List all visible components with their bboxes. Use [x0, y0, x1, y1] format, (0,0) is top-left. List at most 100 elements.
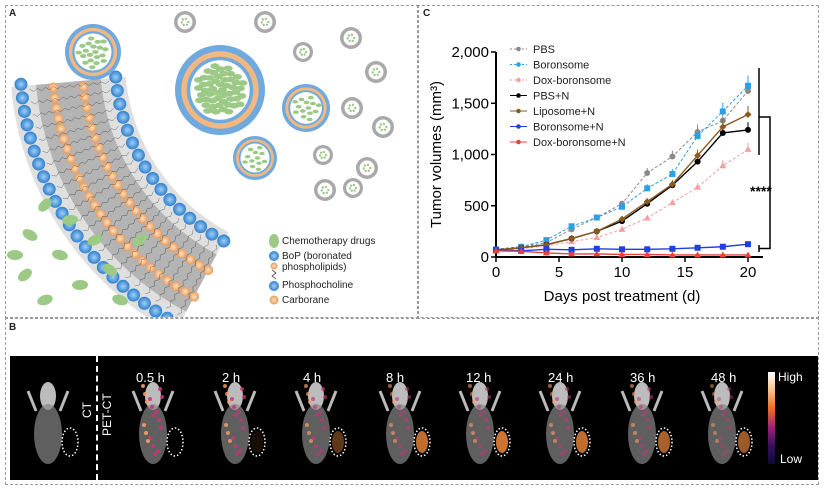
encapsulated-drug	[305, 106, 312, 110]
data-point	[694, 244, 701, 251]
encapsulated-drug	[347, 107, 350, 110]
encapsulated-drug	[237, 93, 247, 99]
pet-signal	[647, 387, 651, 391]
chemotherapy-drug	[87, 234, 103, 246]
phosphocholine-sphere	[194, 220, 208, 234]
carborane-sphere	[102, 161, 113, 172]
data-point	[669, 170, 676, 177]
data-point	[694, 183, 702, 190]
pet-signal	[237, 410, 241, 414]
encapsulated-drug	[351, 103, 355, 107]
y-tick-label: 500	[464, 198, 489, 215]
encapsulated-drug	[367, 169, 370, 172]
pet-signal	[719, 405, 723, 409]
encapsulated-drug	[346, 37, 349, 40]
data-point	[643, 214, 651, 221]
lipid-tail	[62, 160, 134, 200]
timepoint-label: 24 h	[548, 370, 574, 385]
pet-signal	[306, 392, 310, 396]
lipid-tail	[29, 80, 110, 92]
tumor-outline	[413, 427, 431, 457]
encapsulated-drug	[348, 39, 351, 43]
carborane-sphere	[101, 217, 112, 228]
encapsulated-drug	[185, 23, 188, 26]
data-point	[543, 237, 550, 244]
mouse-head	[40, 382, 56, 410]
pet-signal	[150, 405, 154, 409]
carborane-sphere	[79, 91, 90, 102]
empty-liposome-core	[177, 14, 193, 30]
chemotherapy-drug	[38, 198, 52, 212]
encapsulated-drug	[267, 20, 270, 24]
pet-signal	[479, 413, 483, 417]
pet-signal	[557, 405, 561, 409]
lipid-tail	[30, 90, 111, 105]
panel-a-label: A	[9, 8, 17, 19]
tumor-outline	[573, 427, 591, 457]
encapsulated-drug	[102, 47, 109, 52]
lipid-tail	[75, 175, 143, 221]
pet-signal	[722, 452, 726, 456]
lipid-tail	[82, 183, 149, 231]
carborane-sphere	[115, 233, 126, 244]
encapsulated-drug	[92, 50, 99, 54]
pet-signal	[562, 410, 566, 414]
pet-signal	[721, 413, 725, 417]
carborane-sphere	[180, 286, 191, 297]
pet-signal	[404, 418, 408, 422]
mouse-leg	[732, 390, 744, 412]
pet-signal	[565, 387, 569, 391]
series-line	[495, 148, 749, 252]
pet-signal	[480, 452, 484, 456]
pet-signal	[231, 436, 235, 440]
encapsulated-drug	[320, 189, 323, 192]
encapsulated-drug	[187, 20, 190, 24]
mouse-leg	[163, 390, 175, 412]
empty-liposome-core	[257, 14, 273, 30]
data-point	[694, 158, 701, 165]
encapsulated-drug	[382, 122, 386, 126]
encapsulated-drug	[264, 17, 268, 21]
pet-signal	[305, 423, 309, 427]
x-tick-label: 15	[677, 264, 694, 281]
phosphocholine-sphere	[116, 279, 130, 293]
encapsulated-drug	[379, 123, 383, 126]
encapsulated-drug	[180, 21, 183, 24]
carborane-sphere	[62, 143, 73, 154]
chemotherapy-drug	[18, 268, 32, 282]
encapsulated-drug	[320, 156, 323, 159]
encapsulated-drug	[372, 68, 376, 71]
data-point	[668, 180, 676, 188]
x-axis-label: Days post treatment (d)	[544, 288, 701, 305]
pet-ct-mouse	[620, 382, 673, 464]
pet-ct-mouse	[700, 382, 753, 464]
lipid-tail	[38, 117, 117, 142]
data-point	[644, 169, 651, 176]
mouse-head	[634, 382, 650, 410]
pet-signal	[549, 423, 553, 427]
data-point	[568, 235, 576, 243]
mouse-leg	[570, 390, 582, 412]
legend-label: PBS+N	[533, 91, 569, 103]
empty-liposome-core	[317, 182, 333, 198]
tumor-outline	[61, 427, 79, 457]
encapsulated-drug	[227, 84, 238, 91]
panel-a-frame	[5, 5, 419, 319]
data-point	[593, 245, 600, 252]
phosphocholine-sphere	[217, 234, 231, 248]
carborane-sphere	[74, 172, 85, 183]
pet-signal	[146, 439, 150, 443]
tumor-signal	[658, 431, 670, 453]
data-point	[744, 145, 752, 152]
pet-signal	[727, 387, 731, 391]
encapsulated-drug	[87, 58, 94, 63]
pet-signal	[644, 410, 648, 414]
divider-line	[96, 356, 98, 480]
encapsulated-drug	[219, 70, 229, 77]
pet-signal	[640, 444, 644, 448]
phosphocholine-sphere	[15, 91, 29, 105]
encapsulated-drug	[322, 150, 326, 154]
pet-signal	[486, 426, 490, 430]
pet-signal	[238, 449, 242, 453]
pet-signal	[634, 400, 638, 404]
